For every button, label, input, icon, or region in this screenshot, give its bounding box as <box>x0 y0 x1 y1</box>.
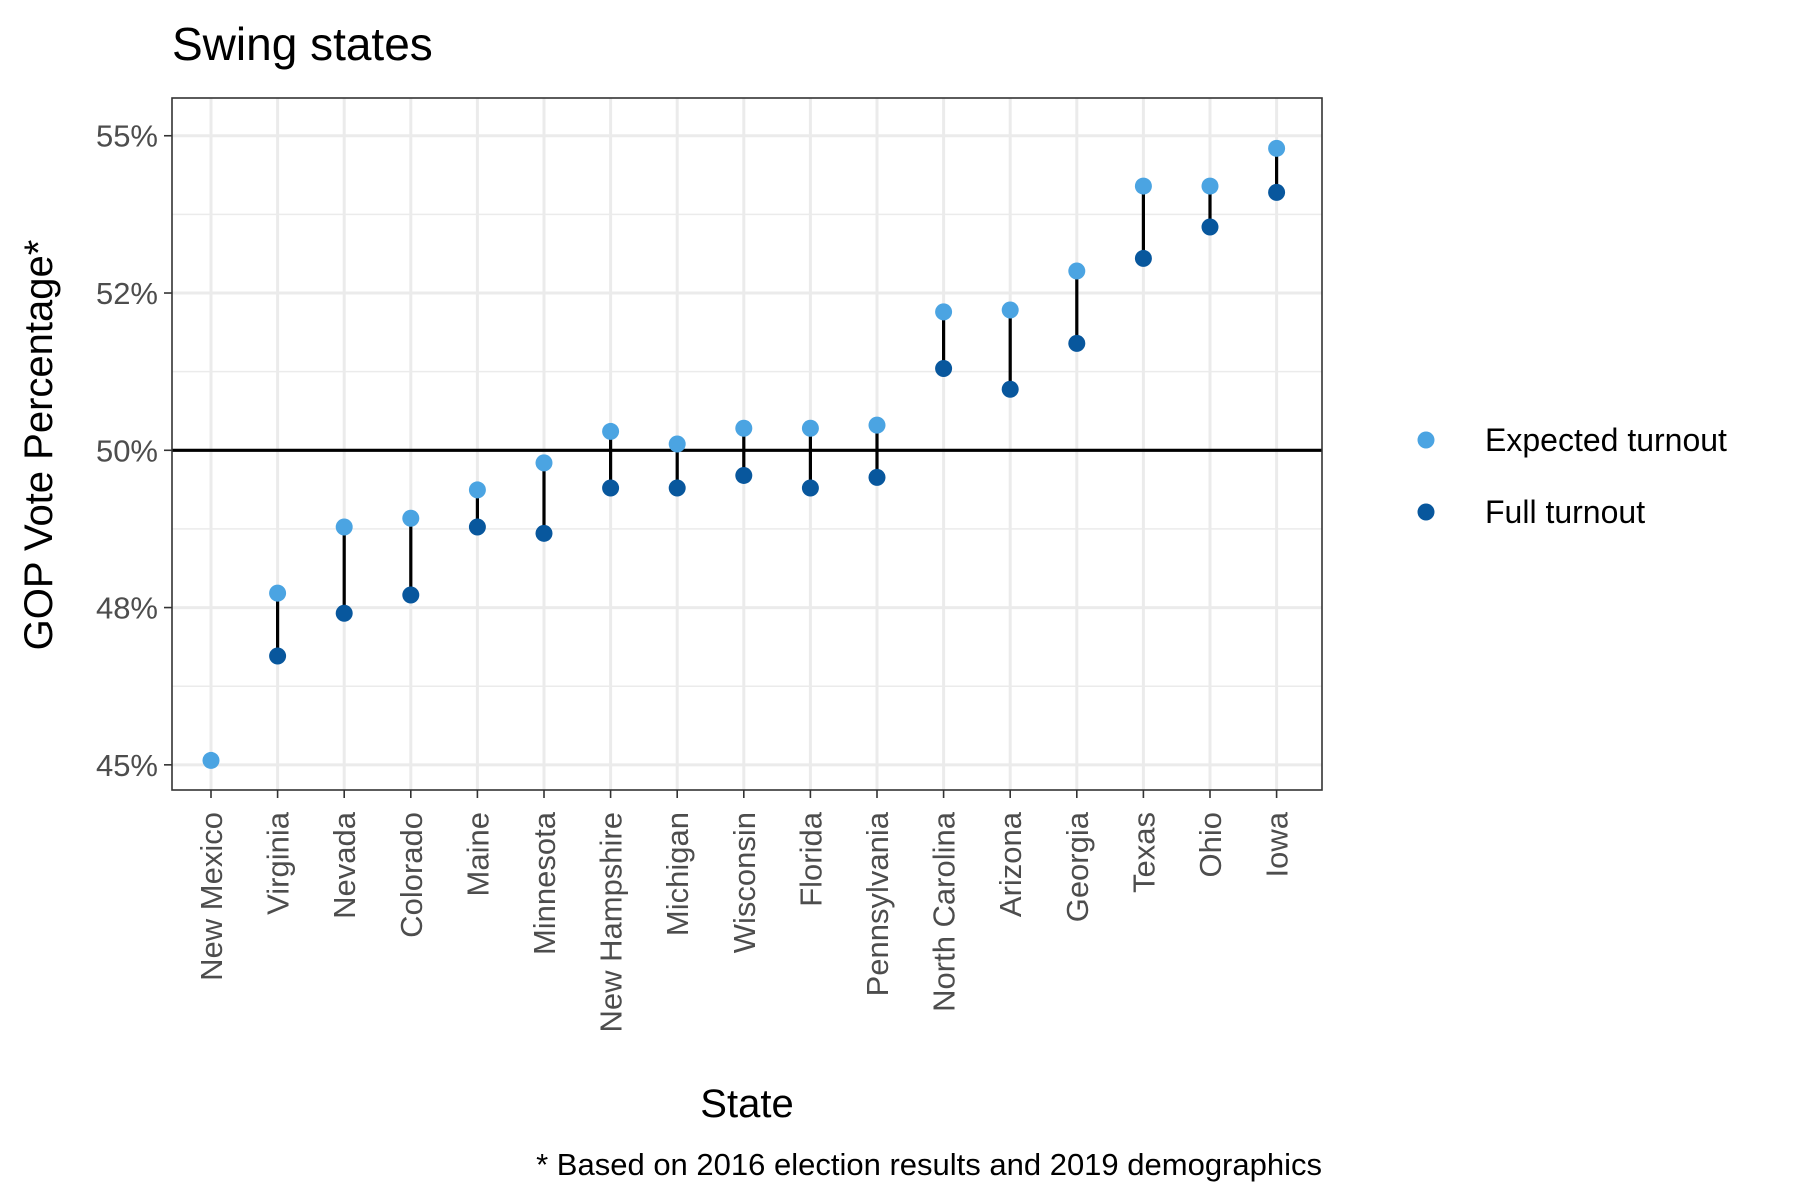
plot-panel <box>171 97 1323 791</box>
point-expected-turnout <box>1068 262 1086 280</box>
point-full-turnout <box>335 604 353 622</box>
chart-title: Swing states <box>172 18 433 70</box>
x-tick-label: Arizona <box>993 811 1028 917</box>
point-full-turnout <box>1201 218 1219 236</box>
legend-key <box>1417 503 1435 521</box>
x-tick-label: New Hampshire <box>594 812 629 1033</box>
panel-border <box>171 97 1323 791</box>
x-tick-label: Virginia <box>261 811 296 915</box>
point-full-turnout <box>935 360 953 378</box>
x-tick-label: North Carolina <box>927 811 962 1012</box>
point-expected-turnout <box>735 419 753 437</box>
point-expected-turnout <box>535 454 553 472</box>
x-tick-label: Colorado <box>394 812 429 938</box>
point-full-turnout <box>602 479 620 497</box>
point-full-turnout <box>1068 334 1086 352</box>
point-expected-turnout <box>868 416 886 434</box>
x-tick-label: Ohio <box>1193 812 1228 877</box>
x-tick-label: Wisconsin <box>727 812 762 953</box>
point-full-turnout <box>535 524 553 542</box>
x-tick-label: Florida <box>793 811 828 907</box>
point-expected-turnout <box>202 751 220 769</box>
point-full-turnout <box>402 586 420 604</box>
caption: * Based on 2016 election results and 201… <box>536 1147 1322 1182</box>
y-tick-label: 50% <box>96 433 158 468</box>
legend-label: Expected turnout <box>1485 422 1727 458</box>
y-tick-label: 45% <box>96 748 158 783</box>
dumbbell-segments <box>274 148 1280 657</box>
x-tick-label: Maine <box>460 812 495 896</box>
point-expected-turnout <box>1001 301 1019 319</box>
x-tick-label: New Mexico <box>194 812 229 981</box>
x-tick-label: Texas <box>1126 812 1161 893</box>
point-expected-turnout <box>269 584 287 602</box>
point-expected-turnout <box>801 419 819 437</box>
point-full-turnout <box>468 518 486 536</box>
point-expected-turnout <box>668 435 686 453</box>
legend-key <box>1417 431 1435 449</box>
grid-minor-lines <box>172 213 1322 687</box>
point-expected-turnout <box>402 509 420 527</box>
point-expected-turnout <box>602 422 620 440</box>
legend-label: Full turnout <box>1485 494 1645 530</box>
point-full-turnout <box>801 479 819 497</box>
point-expected-turnout <box>935 303 953 321</box>
point-expected-turnout <box>1134 177 1152 195</box>
y-tick-label: 55% <box>96 119 158 154</box>
point-full-turnout <box>1268 183 1286 201</box>
point-expected-turnout <box>1201 177 1219 195</box>
point-full-turnout <box>668 479 686 497</box>
x-axis: New Mexico Virginia Nevada Colorado Maine Min… <box>194 790 1295 1033</box>
x-tick-label: Georgia <box>1060 811 1095 922</box>
point-full-turnout <box>1001 380 1019 398</box>
y-tick-label: 48% <box>96 591 158 626</box>
point-full-turnout <box>1134 249 1152 267</box>
x-axis-title: State <box>700 1082 793 1126</box>
x-tick-label: Minnesota <box>527 811 562 955</box>
x-tick-label: Pennsylvania <box>860 811 895 996</box>
x-tick-label: Michigan <box>660 812 695 936</box>
data-points <box>202 139 1286 769</box>
point-full-turnout <box>735 466 753 484</box>
y-axis: 45% 48% 50% 52% 55% <box>96 119 172 783</box>
y-axis-title: GOP Vote Percentage* <box>17 240 61 651</box>
point-expected-turnout <box>468 481 486 499</box>
point-expected-turnout <box>1268 139 1286 157</box>
y-tick-label: 52% <box>96 276 158 311</box>
point-full-turnout <box>269 647 287 665</box>
legend: Expected turnout Full turnout <box>1417 422 1727 530</box>
point-expected-turnout <box>335 518 353 536</box>
x-tick-label: Nevada <box>327 811 362 919</box>
x-tick-label: Iowa <box>1260 811 1295 877</box>
point-full-turnout <box>868 468 886 486</box>
